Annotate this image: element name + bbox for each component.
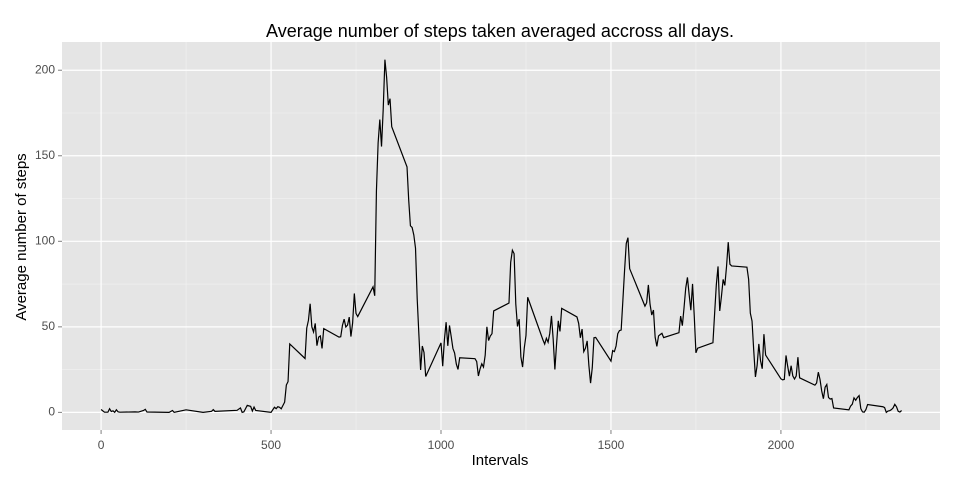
x-tick-label: 500: [261, 438, 281, 452]
y-tick-label: 0: [48, 405, 55, 419]
y-tick-label: 200: [35, 62, 55, 76]
y-tick-label: 100: [35, 233, 55, 247]
x-tick-label: 1000: [428, 438, 455, 452]
x-tick-label: 2000: [768, 438, 795, 452]
y-tick-label: 50: [42, 319, 56, 333]
y-tick-label: 150: [35, 148, 55, 162]
x-tick-label: 1500: [598, 438, 625, 452]
chart-title: Average number of steps taken averaged a…: [266, 21, 734, 41]
x-tick-label: 0: [98, 438, 105, 452]
panel: [62, 42, 940, 430]
x-axis-label: Intervals: [472, 452, 529, 469]
y-axis-label: Average number of steps: [13, 153, 30, 320]
line: [100, 59, 902, 414]
